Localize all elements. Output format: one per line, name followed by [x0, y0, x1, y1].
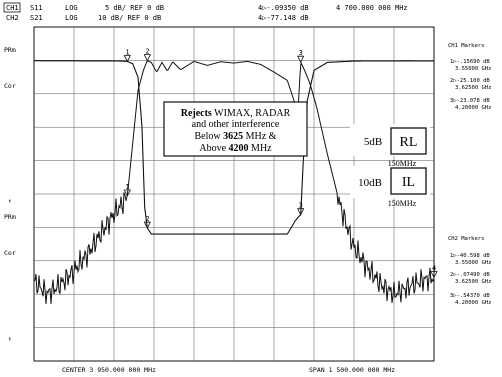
marker-1-label: 1 — [125, 48, 129, 56]
annotation-box: Rejects WIMAX, RADAR and other interfere… — [163, 101, 308, 157]
s21-trace — [33, 60, 435, 304]
ch2-marker-1-value: 1▷-40.598 dB — [450, 253, 490, 259]
ch1-format: LOG — [65, 4, 78, 12]
ch2-ref-arrow: ↑ — [8, 335, 12, 343]
marker-1-label: 1 — [125, 183, 129, 191]
marker-4-label: 4 — [432, 265, 436, 273]
ch1-marker-2-freq: 3.62500 GHz — [455, 85, 491, 91]
rl-bandwidth: 150MHz — [388, 159, 417, 168]
annotation-line3-post: MHz & — [243, 131, 277, 142]
s11-trace — [34, 60, 434, 235]
rl-label: RL — [400, 135, 418, 150]
marker-frequency: 4 700.000 000 MHz — [336, 4, 408, 12]
annotation-4200: 4200 — [229, 143, 249, 154]
annotation-line4-post: MHz — [249, 143, 273, 154]
ch1-marker-table: CH1 Markers 1▷-.15690 dB 3.55000 GHz 2▷-… — [448, 43, 491, 111]
ch1-marker-1-freq: 3.55000 GHz — [455, 66, 491, 72]
svg-text:Below 3625 MHz &: Below 3625 MHz & — [195, 131, 277, 142]
annotation-line4-pre: Above — [199, 143, 228, 154]
marker-2-label: 2 — [145, 215, 149, 223]
ch1-indicator[interactable] — [3, 2, 21, 13]
marker-3-flag — [297, 208, 305, 216]
marker-3-flag — [297, 55, 305, 64]
cor-label-ch2: Cor — [4, 249, 16, 257]
ch1-marker-2-value: 2▷-25.100 dB — [450, 78, 490, 84]
marker-1-flag — [123, 55, 131, 63]
svg-text:Above 4200 MHz: Above 4200 MHz — [199, 143, 272, 154]
ch1-marker-1-value: 1▷-.15690 dB — [450, 59, 490, 65]
annotation-line3-pre: Below — [195, 131, 224, 142]
cor-label-ch1: Cor — [4, 82, 16, 90]
ch2-label: CH2 — [6, 14, 19, 22]
marker-2-flag — [143, 54, 151, 62]
ch1-ref-arrow: ↑ — [8, 197, 12, 205]
ch2-param: S21 — [30, 14, 43, 22]
ch2-marker-readout: 4▷-77.148 dB — [258, 14, 309, 22]
prm-label-ch1: PRm — [4, 46, 16, 54]
annotation-line1-rest: WIMAX, RADAR — [212, 108, 291, 119]
ch2-marker-table: CH2 Markers 1▷-40.598 dB 3.55000 GHz 2▷-… — [448, 236, 491, 306]
marker-flags: 1 2 3 1 2 3 4 — [123, 48, 438, 279]
marker-1-flag — [123, 189, 131, 197]
ch1-markers-title: CH1 Markers — [448, 43, 484, 49]
annotation-3625: 3625 — [223, 131, 243, 142]
ch1-param: S11 — [30, 4, 43, 12]
marker-3-label: 3 — [299, 49, 303, 57]
annotation-line2: and other interference — [192, 119, 280, 130]
ch2-scale: 10 dB/ REF 0 dB — [98, 14, 161, 22]
ch1-marker-3-freq: 4.20000 GHz — [455, 105, 491, 111]
il-bandwidth: 150MHz — [388, 199, 417, 208]
ch2-markers-title: CH2 Markers — [448, 236, 484, 242]
ch2-marker-3-value: 3▷-.54370 dB — [450, 293, 490, 299]
ch1-scale: 5 dB/ REF 0 dB — [105, 4, 164, 12]
center-frequency: CENTER 3 950.000 000 MHz — [62, 366, 156, 374]
ch2-marker-2-value: 2▷-.07490 dB — [450, 272, 490, 278]
rl-scale-box: 5dB RL 150MHz — [350, 124, 430, 168]
il-label: IL — [402, 175, 415, 190]
ch1-label: CH1 — [6, 4, 19, 12]
header: CH1 CH2 S11 S21 LOG LOG 5 dB/ REF 0 dB 1… — [3, 2, 408, 22]
marker-4-flag — [430, 271, 438, 279]
rl-scale-value: 5dB — [364, 136, 382, 148]
ch2-format: LOG — [65, 14, 78, 22]
marker-3-label: 3 — [299, 202, 303, 210]
ch2-marker-2-freq: 3.62500 GHz — [455, 279, 491, 285]
il-scale-value: 10dB — [358, 177, 382, 189]
annotation-rejects: Rejects — [181, 108, 212, 119]
ch2-marker-1-freq: 3.55000 GHz — [455, 260, 491, 266]
span-frequency: SPAN 1 500.000 000 MHz — [309, 366, 395, 374]
prm-label-ch2: PRm — [4, 213, 16, 221]
ch1-marker-readout: 4▷-.09350 dB — [258, 4, 309, 12]
ch1-marker-3-value: 3▷-23.078 dB — [450, 98, 490, 104]
ch2-marker-3-freq: 4.20000 GHz — [455, 300, 491, 306]
marker-2-flag — [143, 221, 151, 229]
marker-2-label: 2 — [145, 48, 149, 56]
svg-text:Rejects WIMAX, RADAR: Rejects WIMAX, RADAR — [181, 108, 291, 119]
il-scale-box: 10dB IL 150MHz — [350, 166, 430, 208]
